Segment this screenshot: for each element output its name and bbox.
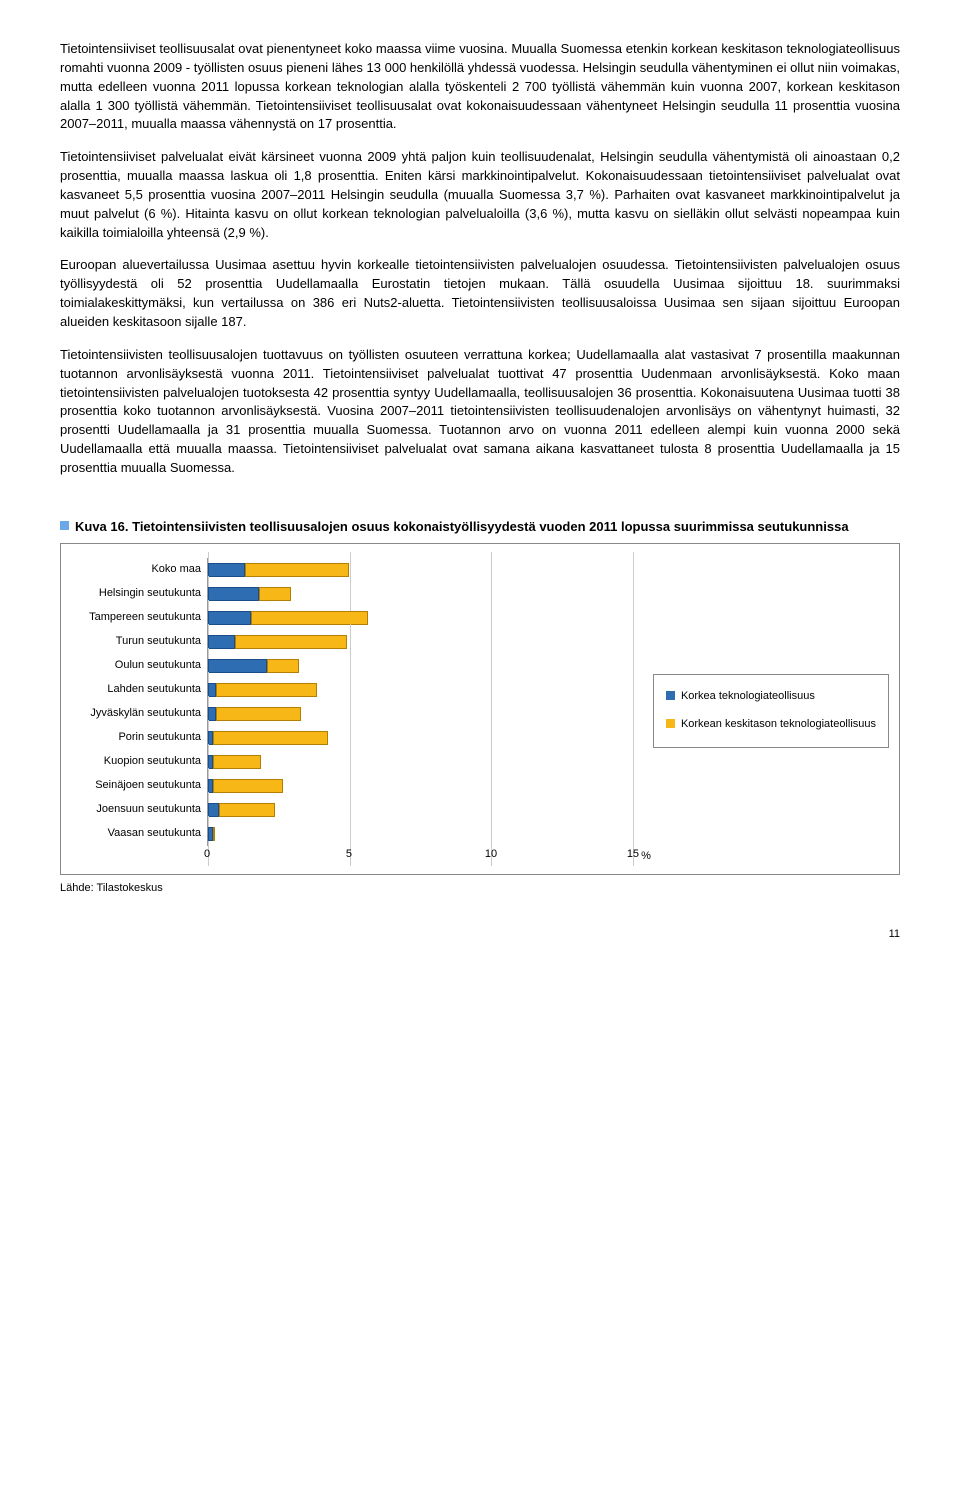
legend-item: Korkea teknologiateollisuus: [666, 689, 876, 705]
bar-segment-high-tech: [208, 803, 219, 817]
category-label: Lahden seutukunta: [71, 682, 207, 698]
bar-segment-medium-high-tech: [219, 803, 275, 817]
category-label: Helsingin seutukunta: [71, 586, 207, 602]
category-label: Tampereen seutukunta: [71, 610, 207, 626]
chart-legend: Korkea teknologiateollisuus Korkean kesk…: [653, 674, 889, 748]
body-paragraph: Euroopan aluevertailussa Uusimaa asettuu…: [60, 256, 900, 331]
page-number: 11: [60, 927, 900, 943]
bar-segment-medium-high-tech: [213, 755, 261, 769]
category-label: Joensuun seutukunta: [71, 802, 207, 818]
bar-segment-medium-high-tech: [245, 563, 349, 577]
legend-label: Korkea teknologiateollisuus: [681, 689, 815, 705]
chart-row: Helsingin seutukunta: [71, 582, 633, 606]
bar-segment-medium-high-tech: [259, 587, 291, 601]
legend-item: Korkean keskitason teknologiateollisuus: [666, 717, 876, 733]
category-label: Porin seutukunta: [71, 730, 207, 746]
bar-segment-high-tech: [208, 683, 216, 697]
chart-row: Kuopion seutukunta: [71, 750, 633, 774]
category-label: Vaasan seutukunta: [71, 826, 207, 842]
category-label: Turun seutukunta: [71, 634, 207, 650]
chart-row: Porin seutukunta: [71, 726, 633, 750]
category-label: Oulun seutukunta: [71, 658, 207, 674]
figure-heading: Kuva 16. Tietointensiivisten teollisuusa…: [60, 518, 900, 537]
legend-label: Korkean keskitason teknologiateollisuus: [681, 717, 876, 733]
x-axis-tick: 10: [485, 847, 497, 863]
body-paragraph: Tietointensiivisten teollisuusalojen tuo…: [60, 346, 900, 478]
category-label: Seinäjoen seutukunta: [71, 778, 207, 794]
bar-segment-high-tech: [208, 563, 245, 577]
x-axis-tick: 15: [627, 847, 639, 863]
figure-title: Tietointensiivisten teollisuusalojen osu…: [132, 519, 848, 534]
bar-segment-high-tech: [208, 707, 216, 721]
bar-segment-medium-high-tech: [216, 683, 317, 697]
bar-chart: Koko maa Helsingin seutukunta Tampereen …: [60, 543, 900, 875]
chart-row: Jyväskylän seutukunta: [71, 702, 633, 726]
bar-segment-high-tech: [208, 611, 251, 625]
figure-bullet-icon: [60, 521, 69, 530]
legend-swatch-icon: [666, 691, 675, 700]
legend-swatch-icon: [666, 719, 675, 728]
bar-segment-medium-high-tech: [213, 731, 328, 745]
chart-row: Seinäjoen seutukunta: [71, 774, 633, 798]
figure-number: Kuva 16.: [75, 519, 128, 534]
body-paragraph: Tietointensiiviset palvelualat eivät kär…: [60, 148, 900, 242]
bar-segment-medium-high-tech: [267, 659, 299, 673]
category-label: Koko maa: [71, 562, 207, 578]
bar-segment-medium-high-tech: [235, 635, 347, 649]
chart-row: Vaasan seutukunta: [71, 822, 633, 846]
chart-row: Oulun seutukunta: [71, 654, 633, 678]
bar-segment-medium-high-tech: [251, 611, 368, 625]
x-axis-tick: 0: [204, 847, 210, 863]
x-axis-unit: %: [641, 849, 651, 865]
chart-row: Koko maa: [71, 558, 633, 582]
chart-row: Lahden seutukunta: [71, 678, 633, 702]
chart-row: Tampereen seutukunta: [71, 606, 633, 630]
bar-segment-high-tech: [208, 587, 259, 601]
body-paragraph: Tietointensiiviset teollisuusalat ovat p…: [60, 40, 900, 134]
bar-segment-medium-high-tech: [216, 707, 301, 721]
category-label: Kuopion seutukunta: [71, 754, 207, 770]
figure-source: Lähde: Tilastokeskus: [60, 881, 900, 897]
bar-segment-high-tech: [208, 635, 235, 649]
x-axis: 051015 %: [207, 847, 633, 863]
x-axis-tick: 5: [346, 847, 352, 863]
bar-segment-medium-high-tech: [213, 827, 215, 841]
bar-segment-medium-high-tech: [213, 779, 282, 793]
chart-row: Turun seutukunta: [71, 630, 633, 654]
chart-row: Joensuun seutukunta: [71, 798, 633, 822]
category-label: Jyväskylän seutukunta: [71, 706, 207, 722]
bar-segment-high-tech: [208, 659, 267, 673]
